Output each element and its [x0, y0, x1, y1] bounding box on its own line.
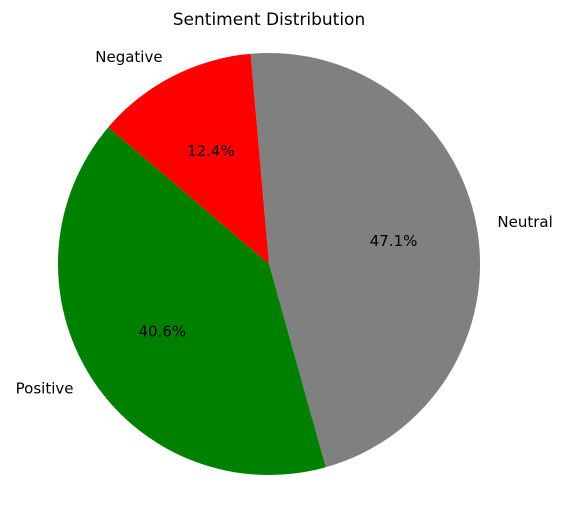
pie-labels: Neutral 47.1% Positive 40.6% Negative 12.4%: [16, 48, 553, 397]
pie-slice-positive: [57, 127, 326, 476]
pct-label-negative: 12.4%: [187, 142, 235, 160]
pie-slices: [57, 52, 481, 476]
pie-slice-negative: [108, 53, 269, 264]
pct-label-neutral: 47.1%: [370, 232, 418, 250]
pie-slice-neutral: [250, 52, 481, 468]
slice-label-negative: Negative: [95, 48, 162, 66]
chart-title: Sentiment Distribution: [173, 10, 365, 30]
slice-label-neutral: Neutral: [497, 213, 552, 231]
pct-label-positive: 40.6%: [138, 323, 186, 341]
slice-label-positive: Positive: [16, 380, 74, 398]
